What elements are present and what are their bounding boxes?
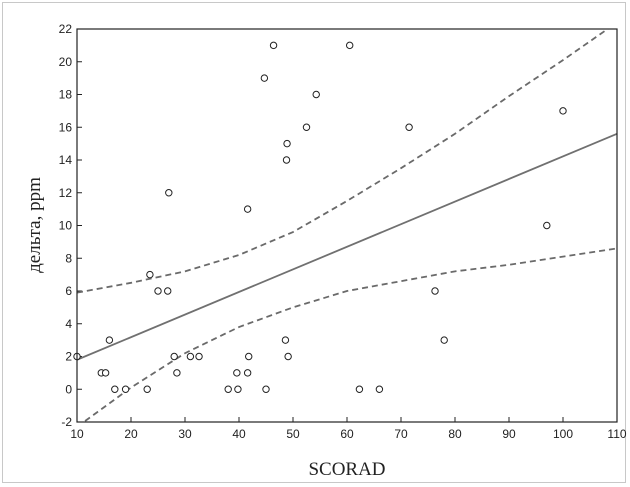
data-point (233, 369, 241, 377)
x-tick-label: 40 (232, 427, 246, 441)
regression-line (77, 132, 617, 361)
data-point (355, 385, 364, 393)
x-axis-title: SCORAD (308, 459, 385, 480)
y-tick-label: 0 (65, 382, 72, 396)
y-tick-label: 14 (59, 153, 73, 167)
x-tick-label: 80 (448, 427, 462, 441)
data-point (269, 41, 278, 50)
data-point (543, 221, 551, 230)
y-tick-label: 10 (59, 219, 73, 233)
data-point (154, 287, 162, 295)
data-point (431, 287, 439, 295)
x-tick-labels: 10 20 30 40 50 60 70 80 90 100 110 (70, 417, 627, 441)
y-tick-label: -2 (61, 415, 72, 429)
confidence-upper-line (77, 29, 610, 294)
x-tick-label: 90 (502, 427, 516, 441)
data-point (186, 352, 195, 361)
x-tick-label: 30 (178, 427, 192, 441)
y-tick-label: 18 (59, 88, 73, 102)
data-point (111, 385, 119, 393)
data-point (405, 123, 413, 131)
data-point (121, 385, 130, 393)
confidence-lower-line (82, 247, 617, 422)
plot-area-border (76, 28, 618, 423)
data-point (164, 287, 172, 295)
data-point (146, 270, 154, 279)
data-point (302, 123, 311, 131)
data-point (224, 385, 232, 393)
y-tick-label: 20 (59, 55, 73, 69)
x-tick-label: 10 (70, 427, 84, 441)
data-point (243, 369, 252, 377)
data-point (312, 90, 320, 99)
y-tick-label: 6 (65, 284, 72, 298)
data-point (105, 336, 114, 344)
data-point (440, 336, 448, 344)
y-tick-label: 22 (59, 22, 73, 36)
data-point (559, 107, 567, 115)
data-point (346, 41, 354, 50)
x-tick-label: 60 (340, 427, 354, 441)
data-point (245, 352, 253, 361)
x-tick-label: 70 (394, 427, 408, 441)
y-tick-label: 8 (65, 251, 72, 265)
y-tick-label: 4 (65, 317, 72, 331)
chart-frame (2, 2, 626, 483)
y-tick-label: 16 (59, 120, 73, 134)
data-point (375, 385, 384, 393)
data-point (243, 205, 252, 213)
x-tick-label: 50 (286, 427, 300, 441)
data-point (282, 156, 291, 164)
data-point (165, 189, 173, 197)
data-point (284, 352, 292, 361)
data-point (173, 369, 181, 377)
x-tick-label: 110 (607, 427, 626, 441)
data-point (281, 336, 290, 344)
fit-lines (77, 29, 617, 422)
y-axis-title: дельта, ppm (24, 177, 45, 273)
data-point (260, 74, 269, 82)
data-point (143, 385, 151, 393)
y-tick-labels: -2 0 2 4 6 8 10 12 14 16 18 20 22 (59, 22, 82, 429)
x-tick-label: 100 (553, 427, 573, 441)
y-tick-label: 12 (59, 186, 73, 200)
data-point (195, 352, 203, 361)
data-point (283, 139, 291, 148)
y-tick-label: 2 (65, 350, 72, 364)
data-point (234, 385, 242, 393)
data-point (101, 369, 110, 377)
data-points (73, 41, 567, 393)
data-point (262, 385, 270, 393)
data-point (170, 352, 178, 361)
x-tick-label: 20 (124, 427, 138, 441)
